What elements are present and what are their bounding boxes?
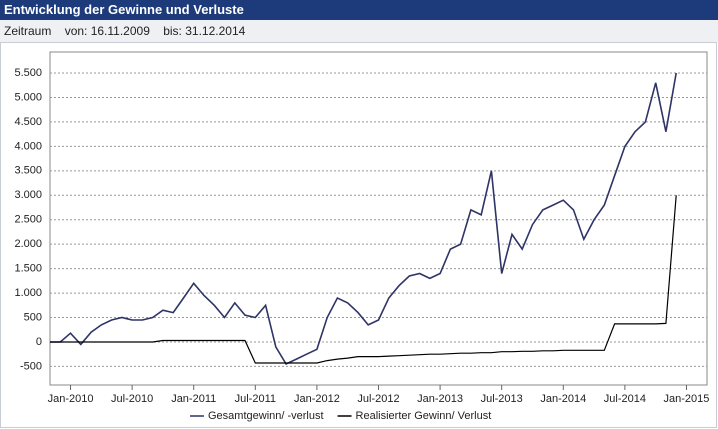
series-line [50, 72, 677, 366]
series-line [50, 195, 677, 364]
y-tick-label: 3.000 [14, 189, 42, 201]
panel-title: Entwicklung der Gewinne und Verluste [0, 0, 718, 20]
y-tick-label: 4.500 [14, 116, 42, 128]
filter-from: von: 16.11.2009 [64, 24, 150, 38]
y-tick-label: 3.500 [14, 165, 42, 177]
y-tick-label: 1.500 [14, 263, 42, 275]
y-tick-label: 0 [36, 336, 42, 348]
legend-label: Gesamtgewinn/ -verlust [208, 410, 324, 422]
y-tick-label: 2.000 [14, 238, 42, 250]
y-tick-label: -500 [20, 360, 42, 372]
x-tick-label: Jul-2011 [235, 393, 276, 405]
x-tick-label: Jul-2013 [481, 393, 523, 405]
legend-label: Realisierter Gewinn/ Verlust [356, 410, 492, 422]
x-tick-label: Jan-2013 [417, 393, 463, 405]
chart: -500 0 500 1.000 1.500 2.000 2.500 3.000 3.500 4.… [0, 42, 717, 428]
y-tick-label: 2.500 [14, 214, 42, 226]
y-tick-label: 5.500 [14, 67, 42, 79]
y-tick-label: 5.000 [14, 91, 42, 103]
x-tick-label: Jan-2014 [540, 393, 586, 405]
y-tick-label: 500 [24, 311, 42, 323]
filter-to: bis: 31.12.2014 [163, 24, 246, 38]
x-tick-label: Jan-2012 [294, 393, 340, 405]
chart-frame [0, 42, 717, 428]
x-tick-label: Jul-2014 [604, 393, 646, 405]
filter-row: Zeitraum von: 16.11.2009 bis: 31.12.2014 [0, 20, 718, 42]
x-tick-label: Jul-2010 [111, 393, 153, 405]
x-tick-label: Jan-2015 [664, 393, 710, 405]
x-tick-label: Jan-2010 [48, 393, 94, 405]
y-tick-label: 4.000 [14, 140, 42, 152]
filter-label: Zeitraum [4, 24, 52, 38]
y-tick-label: 1.000 [14, 287, 42, 299]
x-tick-label: Jul-2012 [357, 393, 399, 405]
x-tick-label: Jan-2011 [171, 393, 216, 405]
